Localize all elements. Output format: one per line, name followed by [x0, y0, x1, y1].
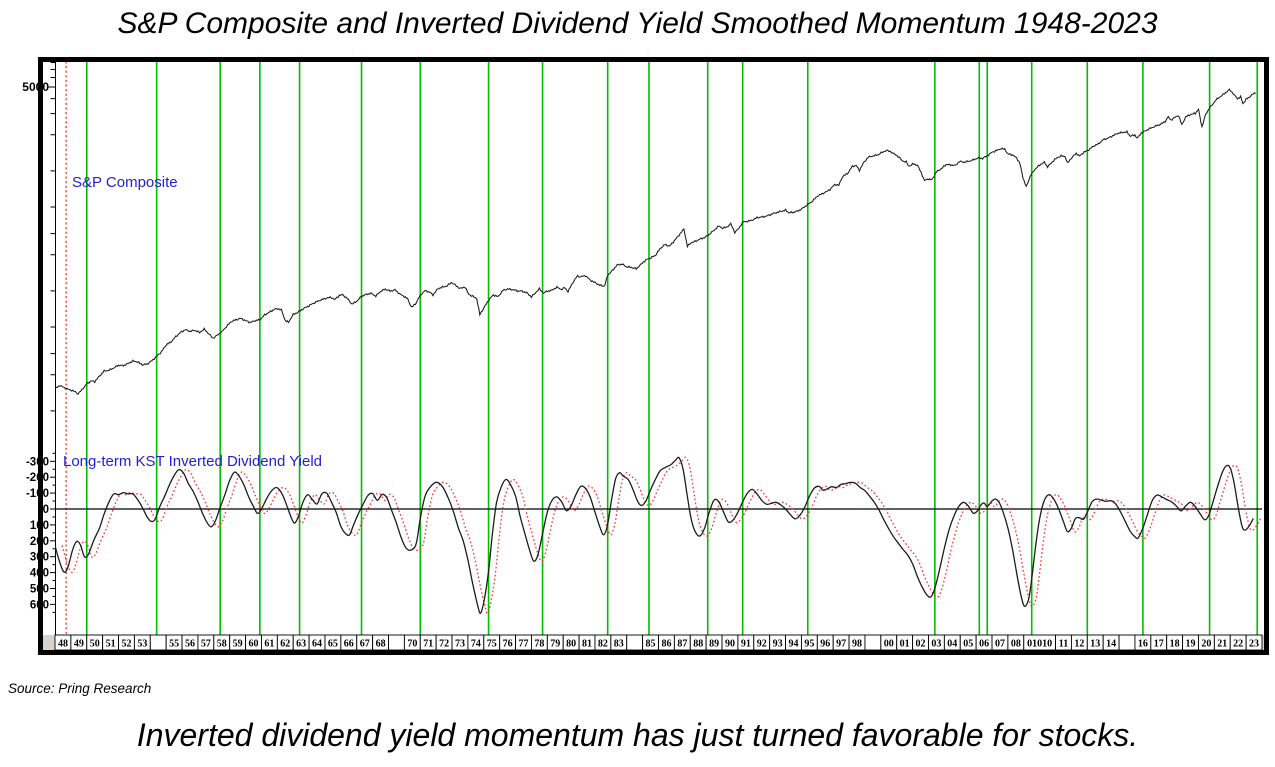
x-axis-year-label: 85 [646, 639, 656, 650]
x-axis-year-label: 08 [1011, 639, 1021, 650]
x-axis-year-label: 83 [614, 639, 624, 650]
x-axis-year-label: 00 [884, 639, 894, 650]
x-axis-year-label: 59 [233, 639, 243, 650]
x-axis-year-label: 77 [519, 639, 529, 650]
x-axis-year-label: 90 [725, 639, 735, 650]
x-axis-year-label: 56 [185, 639, 195, 650]
x-axis-year-label: 05 [963, 639, 973, 650]
momentum-series-label: Long-term KST Inverted Dividend Yield [63, 453, 322, 470]
x-axis-year-label: 80 [566, 639, 576, 650]
momentum-axis-label: -100 [26, 488, 49, 500]
x-axis-year-label: 51 [106, 639, 116, 650]
x-axis-year-label: 06 [979, 639, 989, 650]
x-axis-year-label: 73 [455, 639, 465, 650]
x-axis-year-cells: 48 49 50 51 52 53 55 56 57 58 59 60 61 62 63 64 65 66 67 68… [54, 634, 1263, 651]
buy-signal-gridlines [85, 61, 1259, 635]
x-axis-year-label: 95 [804, 639, 814, 650]
x-axis-year-label: 03 [931, 639, 941, 650]
x-axis-year-label: 81 [582, 639, 592, 650]
x-axis-year-label: 19 [1186, 639, 1196, 650]
x-axis-year-label: 21 [1217, 639, 1227, 650]
x-axis-year-label: 97 [836, 639, 846, 650]
x-axis-year-label: 22 [1233, 639, 1243, 650]
momentum-axis-label: -200 [26, 472, 49, 484]
x-axis-year-label: 91 [741, 639, 751, 650]
x-axis-year-label: 70 [407, 639, 417, 650]
source-note: Source: Pring Research [8, 681, 152, 696]
x-axis-year-label: 48 [58, 639, 68, 650]
x-axis-year-label: 64 [312, 639, 322, 650]
x-axis-year-label: 67 [360, 639, 370, 650]
x-axis-year-label: 79 [550, 639, 560, 650]
x-axis-year-label: 04 [947, 639, 957, 650]
chart-title: S&P Composite and Inverted Dividend Yiel… [117, 7, 1158, 40]
kst-line [55, 456, 1254, 614]
x-axis-year-label: 60 [249, 639, 259, 650]
x-axis-year-label: 87 [677, 639, 687, 650]
x-axis-year-label: 23 [1249, 639, 1259, 650]
x-axis-year-label: 86 [661, 639, 671, 650]
x-axis-year-label: 75 [487, 639, 497, 650]
x-axis-year-label: 74 [471, 639, 481, 650]
x-axis-year-label: 01010 [1027, 639, 1052, 650]
x-axis-year-label: 93 [773, 639, 783, 650]
x-axis-year-label: 62 [280, 639, 290, 650]
x-axis-year-label: 98 [852, 639, 862, 650]
x-axis-year-label: 78 [534, 639, 544, 650]
x-axis-year-label: 07 [995, 639, 1005, 650]
x-axis-year-label: 53 [137, 639, 147, 650]
x-axis-year-label: 11 [1059, 639, 1068, 650]
x-axis-year-label: 65 [328, 639, 338, 650]
x-axis-year-label: 52 [121, 639, 131, 650]
x-axis-year-label: 57 [201, 639, 211, 650]
x-axis-year-label: 16 [1138, 639, 1148, 650]
x-axis-year-label: 89 [709, 639, 719, 650]
x-axis-year-cell [388, 634, 405, 651]
x-axis-year-label: 20 [1201, 639, 1211, 650]
x-axis-year-label: 14 [1106, 639, 1116, 650]
price-series-label: S&P Composite [72, 174, 178, 191]
x-axis-year-label: 13 [1090, 639, 1100, 650]
x-axis-year-label: 02 [916, 639, 926, 650]
price-line [55, 88, 1256, 395]
x-axis-year-label: 94 [788, 639, 798, 650]
x-axis-year-label: 76 [503, 639, 513, 650]
x-axis-year-label: 17 [1154, 639, 1164, 650]
x-axis-year-label: 92 [757, 639, 767, 650]
x-axis-year-cell [149, 634, 167, 651]
momentum-axis-label: 0 [43, 504, 49, 516]
x-axis-year-label: 50 [90, 639, 100, 650]
x-axis-year-label: 61 [264, 639, 274, 650]
x-axis-year-label: 96 [820, 639, 830, 650]
x-axis-year-label: 66 [344, 639, 354, 650]
chart-border [38, 57, 1269, 655]
x-axis-year-label: 82 [598, 639, 608, 650]
x-axis-year-label: 71 [423, 639, 433, 650]
x-axis-year-label: 58 [217, 639, 227, 650]
x-axis-year-label: 49 [74, 639, 84, 650]
caption: Inverted dividend yield momentum has jus… [136, 717, 1139, 753]
x-axis-year-label: 88 [693, 639, 703, 650]
x-axis-year-label: 01 [900, 639, 910, 650]
x-axis-year-label: 72 [439, 639, 449, 650]
x-axis-year-cell [864, 634, 882, 651]
x-axis-year-label: 12 [1074, 639, 1084, 650]
x-axis-year-cell [1118, 634, 1136, 651]
kst-signal-line [61, 456, 1261, 614]
price-axis-label: 5000 [22, 80, 49, 94]
momentum-axis-label: -300 [26, 456, 49, 468]
x-axis-year-label: 55 [169, 639, 179, 650]
x-axis-year-label: 18 [1170, 639, 1180, 650]
x-axis-year-cell [626, 634, 644, 651]
x-axis-year-label: 63 [296, 639, 306, 650]
x-axis-year-label: 68 [376, 639, 386, 650]
